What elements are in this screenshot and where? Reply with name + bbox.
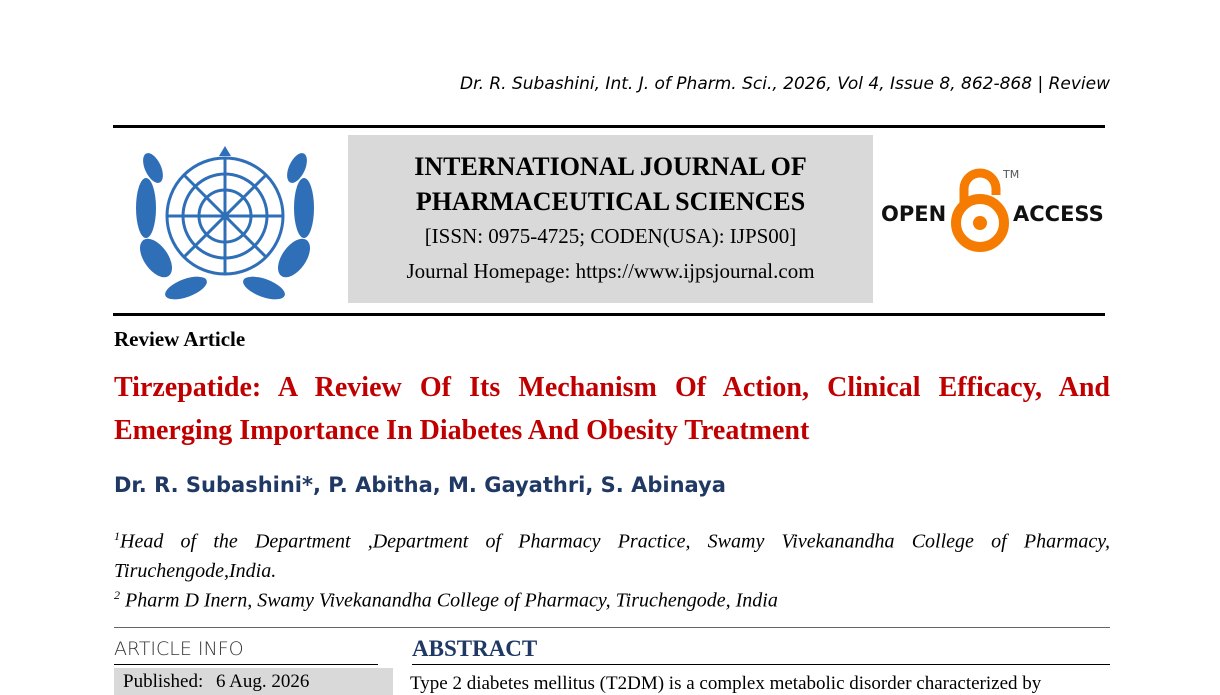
authors: Dr. R. Subashini*, P. Abitha, M. Gayathr…: [114, 473, 726, 497]
affiliation-text: Head of the Department ,Department of Ph…: [114, 530, 1110, 582]
rule: [412, 664, 1110, 665]
published-date: 6 Aug. 2026: [215, 671, 310, 692]
rule: [114, 664, 378, 665]
journal-name: INTERNATIONAL JOURNAL OF: [414, 152, 807, 181]
open-access-lock: [951, 168, 1009, 252]
affiliation: 1Head of the Department ,Department of P…: [114, 522, 1110, 586]
abstract-text: Type 2 diabetes mellitus (T2DM) is a com…: [410, 673, 1042, 694]
affiliation-number: 2: [114, 588, 120, 602]
affiliation: 2 Pharm D Inern, Swamy Vivekanandha Coll…: [114, 581, 1110, 616]
citation: Dr. R. Subashini, Int. J. of Pharm. Sci.…: [460, 74, 1110, 94]
trademark: TM: [1003, 168, 1020, 181]
abstract-heading: ABSTRACT: [412, 636, 538, 661]
access-label: ACCESS: [1013, 202, 1104, 226]
journal-name: PHARMACEUTICAL SCIENCES: [415, 187, 806, 216]
journal-box: INTERNATIONAL JOURNAL OF PHARMACEUTICAL …: [348, 135, 873, 303]
article-title: Tirzepatide: A Review Of Its Mechanism O…: [114, 372, 1110, 446]
rule: [113, 125, 1105, 128]
article-type: Review Article: [114, 327, 246, 351]
journal-homepage: Journal Homepage: https://www.ijpsjourna…: [406, 259, 815, 283]
affiliation-number: 1: [114, 529, 120, 543]
journal-logo: [136, 146, 314, 300]
rule: [114, 627, 1110, 628]
open-label: OPEN: [881, 202, 947, 226]
published-label: Published:: [123, 671, 204, 692]
journal-ids: [ISSN: 0975-4725; CODEN(USA): IJPS00]: [424, 224, 797, 248]
rule: [113, 313, 1105, 316]
affiliation-text: Pharm D Inern, Swamy Vivekanandha Colleg…: [120, 589, 778, 612]
published-box: Published: 6 Aug. 2026: [114, 668, 393, 695]
article-info-heading: ARTICLE INFO: [114, 638, 244, 660]
